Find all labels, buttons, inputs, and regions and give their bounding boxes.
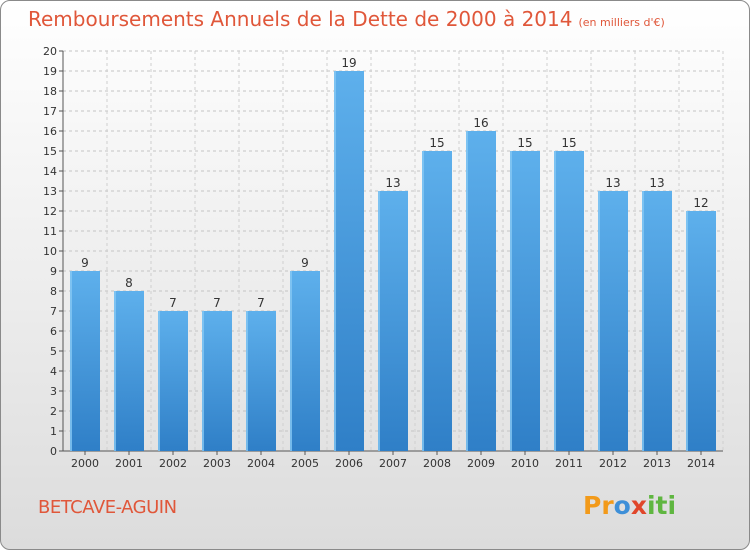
x-tick-label: 2002 [159,457,187,470]
bar-highlight [70,271,72,451]
x-tick-label: 2005 [291,457,319,470]
commune-name: BETCAVE-AGUIN [38,497,177,518]
logo-part-1: Pr [583,491,614,520]
bar-2006 [334,71,364,451]
bar-highlight [158,311,160,451]
y-tick-label: 14 [43,165,57,178]
bar-highlight [202,311,204,451]
y-tick-label: 7 [50,305,57,318]
y-tick-label: 13 [43,185,57,198]
bar-2005 [290,271,320,451]
y-tick-label: 12 [43,205,57,218]
data-label: 13 [649,176,664,190]
x-tick-label: 2014 [687,457,715,470]
data-label: 8 [125,276,133,290]
x-tick-label: 2010 [511,457,539,470]
x-tick-label: 2003 [203,457,231,470]
y-tick-label: 6 [50,325,57,338]
bar-2014 [686,211,716,451]
data-label: 7 [213,296,221,310]
y-tick-label: 0 [50,445,57,458]
logo-part-3: x [630,491,647,520]
bar-2009 [466,131,496,451]
bar-highlight [114,291,116,451]
bar-2013 [642,191,672,451]
data-label: 15 [561,136,576,150]
bar-highlight [334,71,336,451]
y-tick-label: 19 [43,65,57,78]
y-tick-label: 18 [43,85,57,98]
x-tick-label: 2004 [247,457,275,470]
data-label: 13 [385,176,400,190]
y-tick-label: 15 [43,145,57,158]
bar-highlight [246,311,248,451]
bar-2000 [70,271,100,451]
y-tick-label: 8 [50,285,57,298]
x-tick-label: 2013 [643,457,671,470]
data-label: 15 [429,136,444,150]
logo-part-4: iti [646,491,677,520]
proxiti-logo: Proxiti [583,491,676,520]
bar-highlight [510,151,512,451]
bar-2012 [598,191,628,451]
y-tick-label: 10 [43,245,57,258]
title-unit: (en milliers d'€) [578,16,665,29]
y-tick-label: 2 [50,405,57,418]
bar-2003 [202,311,232,451]
title-text: Remboursements Annuels de la Dette de 20… [28,7,573,31]
data-label: 7 [169,296,177,310]
y-tick-label: 11 [43,225,57,238]
bar-2004 [246,311,276,451]
y-tick-label: 5 [50,345,57,358]
x-tick-label: 2001 [115,457,143,470]
logo-part-2: o [613,491,631,520]
bar-highlight [422,151,424,451]
bar-highlight [378,191,380,451]
data-label: 15 [517,136,532,150]
bar-2007 [378,191,408,451]
bar-highlight [642,191,644,451]
bar-highlight [466,131,468,451]
data-label: 19 [341,56,356,70]
bar-highlight [290,271,292,451]
x-tick-label: 2007 [379,457,407,470]
bar-highlight [598,191,600,451]
y-tick-label: 1 [50,425,57,438]
y-tick-label: 9 [50,265,57,278]
bar-2008 [422,151,452,451]
chart-title: Remboursements Annuels de la Dette de 20… [28,7,665,31]
x-tick-label: 2006 [335,457,363,470]
data-label: 13 [605,176,620,190]
data-label: 7 [257,296,265,310]
x-tick-label: 2012 [599,457,627,470]
y-tick-label: 16 [43,125,57,138]
bar-2002 [158,311,188,451]
x-tick-label: 2011 [555,457,583,470]
y-tick-label: 4 [50,365,57,378]
bar-highlight [554,151,556,451]
y-tick-label: 17 [43,105,57,118]
bar-2001 [114,291,144,451]
x-tick-label: 2008 [423,457,451,470]
y-tick-label: 3 [50,385,57,398]
y-tick-label: 20 [43,45,57,58]
x-tick-label: 2000 [71,457,99,470]
bar-2011 [554,151,584,451]
data-label: 9 [81,256,89,270]
data-label: 9 [301,256,309,270]
x-tick-label: 2009 [467,457,495,470]
bar-highlight [686,211,688,451]
data-label: 12 [693,196,708,210]
bar-2010 [510,151,540,451]
data-label: 16 [473,116,488,130]
